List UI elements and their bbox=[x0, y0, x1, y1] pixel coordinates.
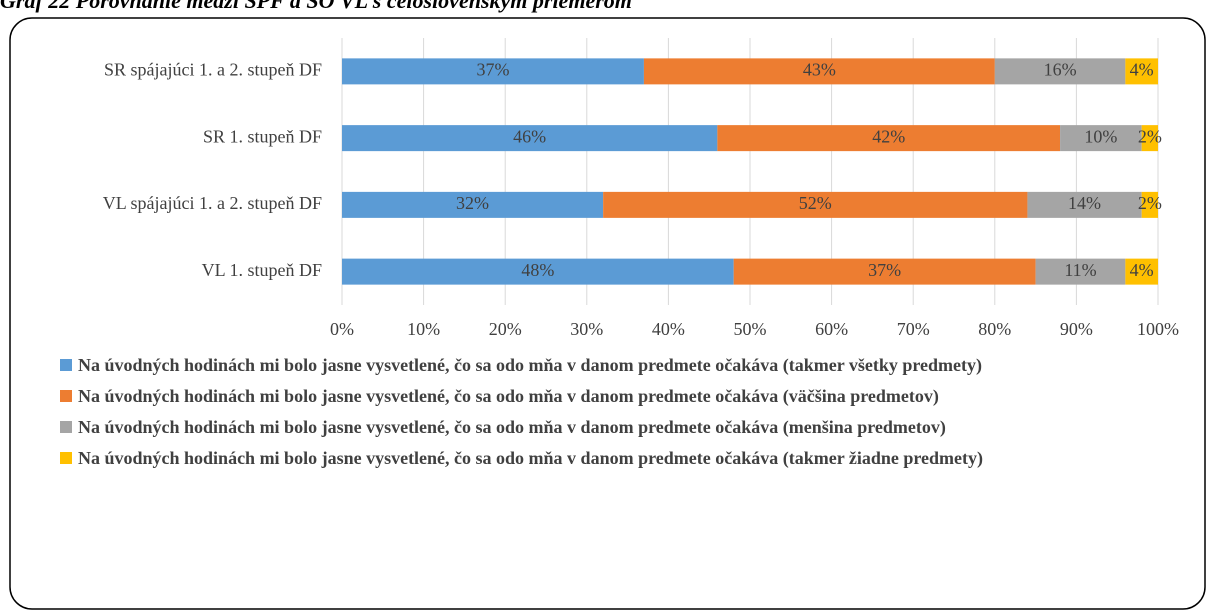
bar-segment bbox=[342, 258, 734, 285]
data-label: 42% bbox=[872, 126, 905, 146]
bar-segment bbox=[1060, 125, 1142, 152]
data-label: 48% bbox=[521, 260, 554, 280]
data-label: 43% bbox=[803, 60, 836, 80]
data-label: 37% bbox=[476, 60, 509, 80]
data-label: 37% bbox=[868, 260, 901, 280]
x-tick-label: 90% bbox=[1060, 319, 1093, 339]
legend: Na úvodných hodinách mi bolo jasne vysve… bbox=[60, 352, 1180, 476]
data-label: 4% bbox=[1130, 260, 1154, 280]
bar-segment bbox=[603, 191, 1028, 218]
x-tick-label: 70% bbox=[897, 319, 930, 339]
x-tick-label: 20% bbox=[489, 319, 522, 339]
legend-entry: Na úvodných hodinách mi bolo jasne vysve… bbox=[60, 414, 1180, 440]
y-tick-label: VL 1. stupeň DF bbox=[202, 260, 322, 280]
bar-segment bbox=[1125, 58, 1158, 85]
bar-segment bbox=[643, 58, 995, 85]
y-tick-label: SR 1. stupeň DF bbox=[203, 126, 322, 146]
bar-segment bbox=[1141, 191, 1158, 218]
data-label: 52% bbox=[799, 193, 832, 213]
bar-segment bbox=[1027, 191, 1142, 218]
bar-segment bbox=[1141, 125, 1158, 152]
x-tick-label: 0% bbox=[330, 319, 354, 339]
legend-entry: Na úvodných hodinách mi bolo jasne vysve… bbox=[60, 352, 1180, 378]
x-tick-label: 60% bbox=[815, 319, 848, 339]
legend-label: Na úvodných hodinách mi bolo jasne vysve… bbox=[78, 386, 939, 406]
bar-segment bbox=[994, 58, 1126, 85]
y-tick-label: SR spájajúci 1. a 2. stupeň DF bbox=[104, 60, 322, 80]
legend-swatch bbox=[60, 359, 72, 371]
x-tick-label: 10% bbox=[407, 319, 440, 339]
legend-swatch bbox=[60, 452, 72, 464]
legend-label: Na úvodných hodinách mi bolo jasne vysve… bbox=[78, 417, 946, 437]
bar-segment bbox=[733, 258, 1036, 285]
frame bbox=[9, 17, 1206, 610]
bar-segment bbox=[1035, 258, 1126, 285]
x-tick-label: 100% bbox=[1137, 319, 1179, 339]
x-tick-label: 30% bbox=[570, 319, 603, 339]
bar-segment bbox=[342, 58, 644, 85]
x-tick-label: 80% bbox=[978, 319, 1011, 339]
data-label: 32% bbox=[456, 193, 489, 213]
y-tick-label: VL spájajúci 1. a 2. stupeň DF bbox=[103, 193, 322, 213]
chart-title: Graf 22 Porovnanie medzi SPF a SO VL s c… bbox=[0, 0, 632, 13]
data-label: 46% bbox=[513, 126, 546, 146]
data-label: 2% bbox=[1138, 193, 1162, 213]
data-label: 16% bbox=[1044, 60, 1077, 80]
data-label: 10% bbox=[1084, 126, 1117, 146]
x-tick-label: 50% bbox=[734, 319, 767, 339]
data-label: 14% bbox=[1068, 193, 1101, 213]
legend-swatch bbox=[60, 390, 72, 402]
bar-segment bbox=[342, 125, 718, 152]
bar-segment bbox=[1125, 258, 1158, 285]
bar-segment bbox=[717, 125, 1061, 152]
legend-entry: Na úvodných hodinách mi bolo jasne vysve… bbox=[60, 383, 1180, 409]
bar-segment bbox=[342, 191, 604, 218]
legend-label: Na úvodných hodinách mi bolo jasne vysve… bbox=[78, 355, 983, 375]
legend-entry: Na úvodných hodinách mi bolo jasne vysve… bbox=[60, 445, 1180, 471]
data-label: 4% bbox=[1130, 60, 1154, 80]
legend-label: Na úvodných hodinách mi bolo jasne vysve… bbox=[78, 448, 984, 468]
x-tick-label: 40% bbox=[652, 319, 685, 339]
data-label: 11% bbox=[1064, 260, 1096, 280]
legend-swatch bbox=[60, 421, 72, 433]
data-label: 2% bbox=[1138, 126, 1162, 146]
